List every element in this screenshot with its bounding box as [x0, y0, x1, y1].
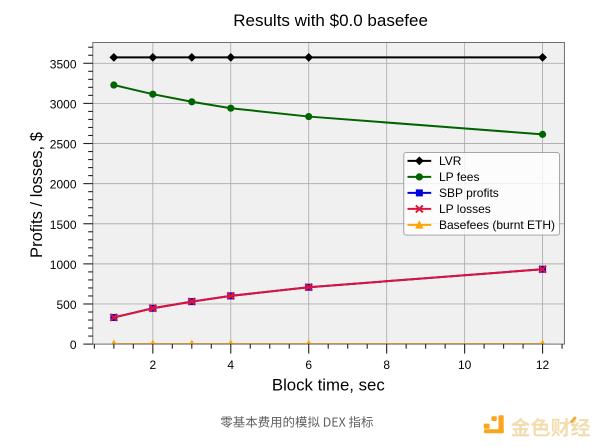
svg-text:LP losses: LP losses [439, 202, 491, 216]
svg-text:2000: 2000 [50, 178, 77, 192]
svg-text:1500: 1500 [50, 218, 77, 232]
svg-text:1000: 1000 [50, 258, 77, 272]
svg-text:500: 500 [56, 298, 76, 312]
svg-text:LVR: LVR [439, 154, 462, 168]
svg-text:Results with $0.0 basefee: Results with $0.0 basefee [233, 11, 428, 30]
svg-text:2: 2 [149, 358, 156, 372]
svg-text:Basefees (burnt ETH): Basefees (burnt ETH) [439, 218, 555, 232]
svg-text:3500: 3500 [50, 57, 77, 71]
svg-text:Profits / losses, $: Profits / losses, $ [27, 132, 46, 258]
svg-text:2500: 2500 [50, 138, 77, 152]
svg-text:8: 8 [383, 358, 390, 372]
svg-text:SBP profits: SBP profits [439, 186, 499, 200]
svg-text:3000: 3000 [50, 97, 77, 111]
svg-text:Block time, sec: Block time, sec [272, 375, 385, 394]
svg-text:12: 12 [536, 358, 550, 372]
svg-text:6: 6 [305, 358, 312, 372]
svg-text:0: 0 [70, 338, 77, 352]
svg-text:LP fees: LP fees [439, 170, 479, 184]
svg-text:10: 10 [458, 358, 472, 372]
svg-text:4: 4 [227, 358, 234, 372]
